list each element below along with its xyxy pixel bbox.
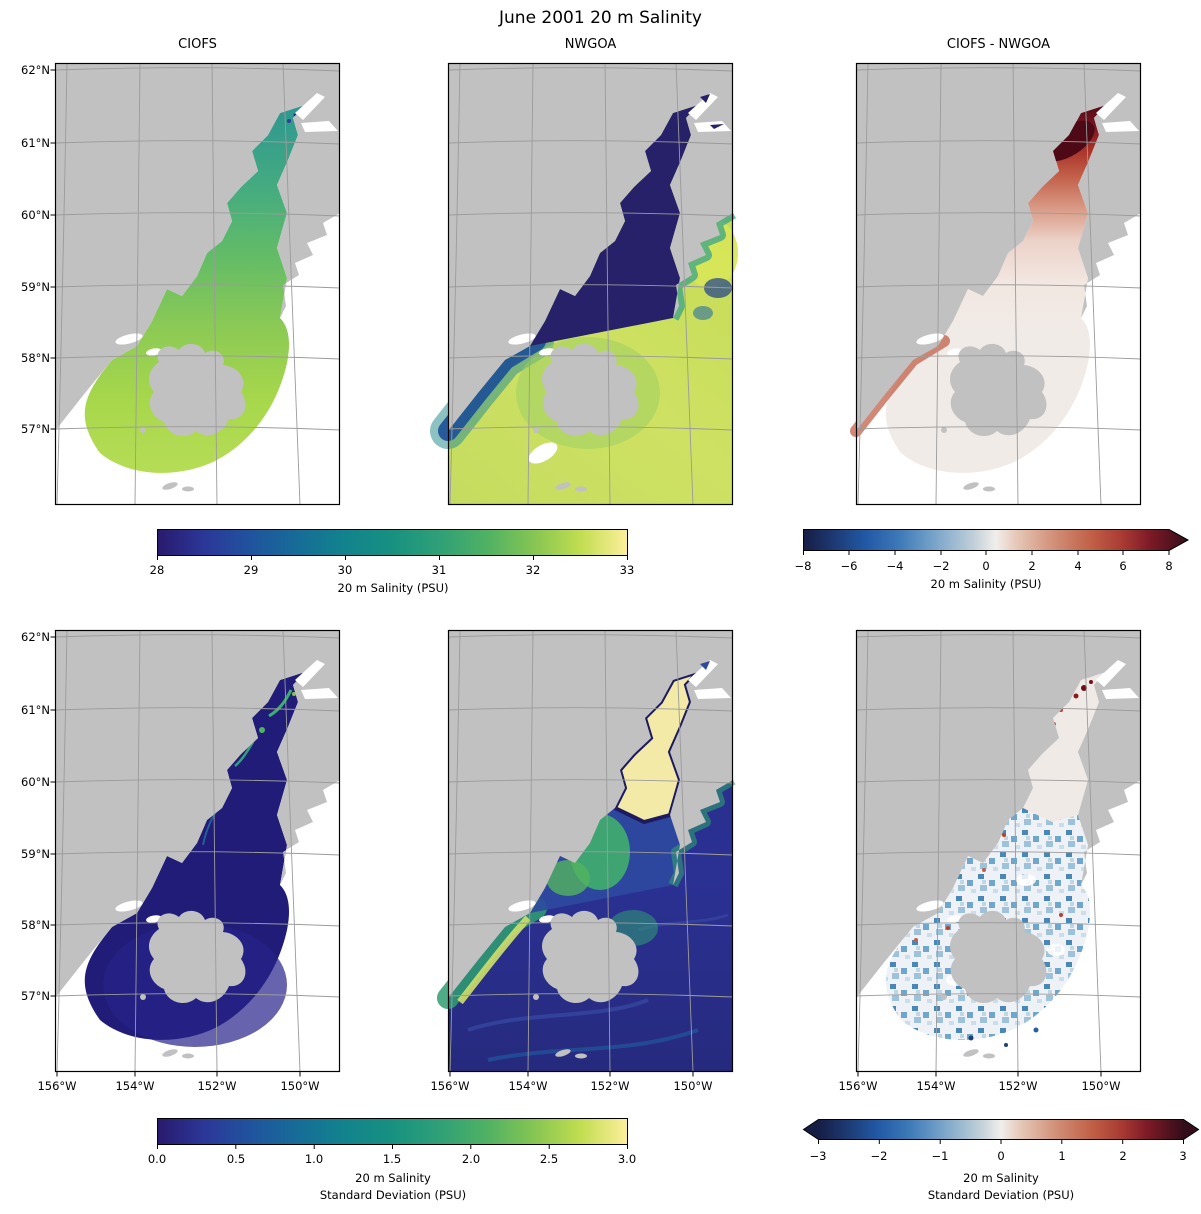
cb-tick: 0 xyxy=(982,559,990,573)
axes-border xyxy=(447,62,734,506)
cb-tick: −6 xyxy=(840,559,858,573)
cb-tick: 0.0 xyxy=(147,1152,167,1166)
map-ciofs-std xyxy=(50,629,341,1077)
cb-tick: 31 xyxy=(431,563,447,577)
lat-label: 57°N xyxy=(21,422,50,436)
lat-label: 61°N xyxy=(21,136,50,150)
cb-tick: 0.5 xyxy=(226,1152,246,1166)
cb-tick: 8 xyxy=(1165,559,1173,573)
colorbar-std-label-line2: Standard Deviation (PSU) xyxy=(319,1188,467,1202)
colorbar-salinity-diff xyxy=(803,529,1190,555)
cb-tick: 28 xyxy=(149,563,165,577)
lon-label: 154°W xyxy=(916,1079,956,1093)
axes-border xyxy=(447,629,734,1073)
lat-label: 59°N xyxy=(21,280,50,294)
lon-label: 152°W xyxy=(197,1079,237,1093)
lon-label: 152°W xyxy=(998,1079,1038,1093)
cb-tick: 2 xyxy=(1119,1149,1127,1163)
lat-label: 62°N xyxy=(21,63,50,77)
lat-label: 62°N xyxy=(21,630,50,644)
lon-label: 152°W xyxy=(590,1079,630,1093)
map-ciofs-salinity xyxy=(50,62,341,506)
lon-label: 156°W xyxy=(838,1079,878,1093)
lat-label: 60°N xyxy=(21,208,50,222)
lon-label: 150°W xyxy=(673,1079,713,1093)
lon-label: 150°W xyxy=(1081,1079,1121,1093)
cb-tick: 3.0 xyxy=(617,1152,637,1166)
lat-label: 59°N xyxy=(21,847,50,861)
cb-tick: −8 xyxy=(794,559,812,573)
cb-tick: 1.5 xyxy=(382,1152,402,1166)
lat-label: 57°N xyxy=(21,989,50,1003)
cb-tick: 3 xyxy=(1179,1149,1187,1163)
map-salinity-difference xyxy=(855,62,1142,506)
axes-border xyxy=(855,62,1142,506)
colorbar-salinity xyxy=(157,529,628,560)
cb-tick: 2 xyxy=(1028,559,1036,573)
cb-tick: 2.5 xyxy=(539,1152,559,1166)
cb-tick: −2 xyxy=(870,1149,888,1163)
lat-label: 58°N xyxy=(21,351,50,365)
map-nwgoa-std xyxy=(447,629,734,1077)
cb-tick: 2.0 xyxy=(461,1152,481,1166)
cb-tick: −4 xyxy=(886,559,904,573)
figure-title: June 2001 20 m Salinity xyxy=(499,8,702,28)
axes-border xyxy=(855,629,1142,1073)
lon-label: 150°W xyxy=(280,1079,320,1093)
colorbar-std-diff-label-line1: 20 m Salinity xyxy=(963,1171,1039,1185)
panel-title-ciofs: CIOFS xyxy=(178,37,217,52)
cb-tick: 4 xyxy=(1074,559,1082,573)
colorbar-std-label-line1: 20 m Salinity xyxy=(355,1171,431,1185)
lon-label: 156°W xyxy=(37,1079,77,1093)
map-nwgoa-salinity xyxy=(447,62,734,506)
map-std-difference xyxy=(855,629,1142,1077)
axes-border xyxy=(54,629,341,1073)
lon-label: 154°W xyxy=(508,1079,548,1093)
cb-tick: 1 xyxy=(1058,1149,1066,1163)
cb-tick: −2 xyxy=(932,559,950,573)
lat-label: 61°N xyxy=(21,703,50,717)
colorbar-std-diff-label-line2: Standard Deviation (PSU) xyxy=(927,1188,1075,1202)
lat-label: 60°N xyxy=(21,775,50,789)
cb-tick: 1.0 xyxy=(304,1152,324,1166)
cb-tick: 29 xyxy=(243,563,259,577)
colorbar-std xyxy=(157,1118,628,1149)
cb-tick: 33 xyxy=(619,563,635,577)
lon-label: 156°W xyxy=(430,1079,470,1093)
cb-tick: 0 xyxy=(997,1149,1005,1163)
cb-tick: −3 xyxy=(809,1149,827,1163)
panel-title-nwgoa: NWGOA xyxy=(564,37,617,52)
cb-tick: 6 xyxy=(1119,559,1127,573)
colorbar-salinity-label: 20 m Salinity (PSU) xyxy=(337,581,449,595)
cb-tick: 30 xyxy=(337,563,353,577)
lon-label: 154°W xyxy=(115,1079,155,1093)
colorbar-std-diff xyxy=(802,1119,1200,1144)
lat-label: 58°N xyxy=(21,918,50,932)
cb-tick: 32 xyxy=(525,563,541,577)
panel-title-diff: CIOFS - NWGOA xyxy=(946,37,1051,52)
axes-border xyxy=(54,62,341,506)
colorbar-salinity-diff-label: 20 m Salinity (PSU) xyxy=(930,577,1042,591)
cb-tick: −1 xyxy=(931,1149,949,1163)
